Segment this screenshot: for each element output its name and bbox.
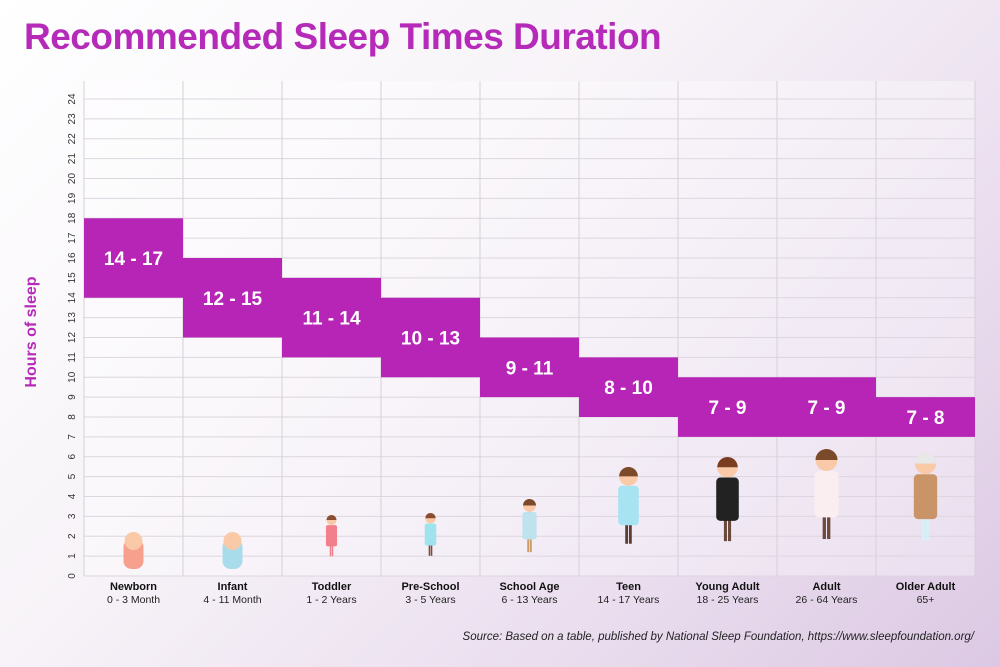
y-tick-label: 4 — [67, 493, 78, 499]
y-tick-label: 21 — [67, 153, 78, 165]
y-tick-label: 10 — [67, 371, 78, 383]
person-figure-icon — [325, 515, 338, 557]
bar-value-label: 7 - 8 — [906, 408, 944, 429]
category-label: Newborn — [110, 581, 157, 593]
bar-value-label: 7 - 9 — [807, 398, 845, 419]
y-tick-label: 5 — [67, 473, 78, 479]
category-age-label: 4 - 11 Month — [203, 594, 261, 606]
range-bar-young-adult — [678, 377, 777, 437]
range-bar-school-age — [480, 337, 579, 398]
person-figure-icon — [222, 532, 243, 569]
y-tick-label: 1 — [67, 553, 78, 559]
chart-title: Recommended Sleep Times Duration — [24, 16, 662, 57]
hair — [619, 466, 638, 477]
bar-value-label: 7 - 9 — [708, 398, 746, 419]
y-tick-label: 18 — [67, 212, 78, 224]
range-bar-adult — [777, 377, 876, 437]
range-bar-infant — [183, 258, 282, 338]
torso — [325, 525, 338, 547]
y-tick-label: 13 — [67, 312, 78, 324]
hair — [523, 499, 536, 506]
hair — [717, 456, 738, 468]
torso — [618, 485, 639, 526]
category-age-label: 0 - 3 Month — [107, 594, 160, 606]
category-age-label: 26 - 64 Years — [796, 594, 858, 606]
category-age-label: 18 - 25 Years — [697, 594, 759, 606]
person-figure-icon — [123, 532, 144, 569]
category-label: Young Adult — [695, 581, 759, 593]
range-bar-pre-school — [381, 297, 480, 378]
bar-value-label: 11 - 14 — [302, 309, 361, 330]
y-tick-label: 16 — [67, 252, 78, 264]
y-tick-label: 8 — [67, 414, 78, 420]
hair — [326, 515, 337, 521]
y-tick-label: 20 — [67, 173, 78, 185]
y-tick-label: 3 — [67, 513, 78, 519]
category-label: Adult — [812, 581, 840, 593]
person-figure-icon — [618, 466, 639, 544]
category-age-label: 3 - 5 Years — [405, 594, 455, 606]
torso — [716, 477, 739, 521]
category-label: Toddler — [312, 581, 352, 593]
head — [124, 532, 143, 550]
category-label: School Age — [499, 581, 559, 593]
y-tick-label: 12 — [67, 332, 78, 344]
category-age-label: 65+ — [917, 594, 935, 606]
range-bar-newborn — [84, 218, 183, 298]
bar-value-label: 8 - 10 — [604, 378, 653, 399]
category-age-label: 6 - 13 Years — [501, 594, 557, 606]
y-tick-label: 9 — [67, 394, 78, 400]
y-tick-label: 14 — [67, 292, 78, 304]
y-tick-label: 6 — [67, 454, 78, 460]
y-tick-label: 15 — [67, 272, 78, 284]
bar-value-label: 14 - 17 — [104, 249, 163, 270]
person-figure-icon — [424, 512, 437, 556]
y-tick-label: 11 — [67, 352, 78, 363]
y-tick-label: 22 — [67, 133, 78, 145]
person-figure-icon — [522, 499, 537, 553]
person-figure-icon — [814, 449, 839, 540]
category-label: Infant — [218, 581, 248, 593]
category-age-label: 1 - 2 Years — [306, 594, 356, 606]
hair — [914, 452, 937, 464]
torso — [522, 511, 537, 540]
person-figure-icon — [716, 456, 739, 542]
y-tick-label: 7 — [67, 434, 78, 440]
bar-value-label: 12 - 15 — [203, 289, 263, 310]
category-label: Teen — [616, 581, 641, 593]
hair — [425, 512, 436, 519]
category-age-label: 14 - 17 Years — [598, 594, 660, 606]
head — [223, 532, 242, 550]
source-note: Source: Based on a table, published by N… — [462, 631, 974, 643]
range-bar-toddler — [282, 277, 381, 358]
y-tick-label: 19 — [67, 192, 78, 204]
torso — [913, 474, 938, 520]
torso — [424, 523, 437, 546]
y-tick-label: 23 — [67, 113, 78, 125]
range-bar-older-adult — [876, 397, 975, 437]
y-tick-label: 2 — [67, 533, 78, 539]
category-label: Older Adult — [896, 581, 956, 593]
bar-value-label: 9 - 11 — [506, 358, 554, 379]
y-tick-label: 0 — [67, 573, 78, 579]
person-figure-icon — [913, 452, 938, 541]
range-bar-teen — [579, 357, 678, 417]
torso — [814, 470, 839, 518]
hair — [815, 449, 838, 460]
bar-value-label: 10 - 13 — [401, 329, 460, 350]
y-tick-label: 17 — [67, 232, 78, 244]
category-label: Pre-School — [401, 581, 459, 593]
y-tick-label: 24 — [67, 93, 78, 105]
